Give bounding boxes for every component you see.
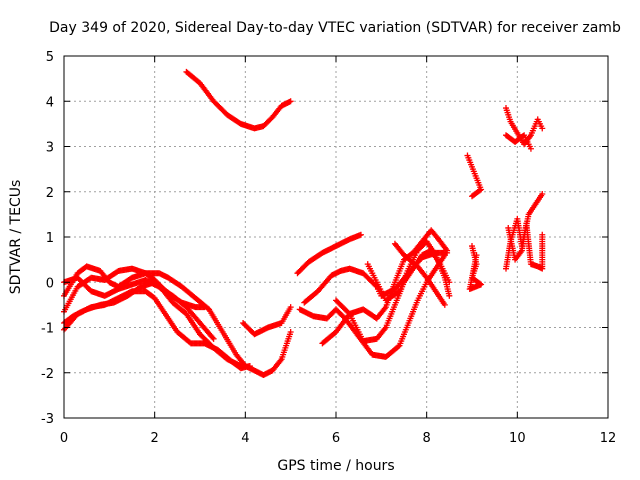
- data-point: [210, 335, 217, 342]
- series-15: [464, 152, 485, 200]
- y-tick-label: 2: [46, 186, 54, 201]
- data-points: [61, 68, 546, 379]
- series-2: [61, 265, 294, 379]
- data-point: [539, 231, 546, 238]
- data-point: [237, 362, 244, 369]
- data-point: [444, 247, 451, 254]
- x-tick-label: 0: [60, 431, 68, 446]
- y-tick-label: 1: [46, 231, 54, 246]
- x-tick-label: 4: [241, 431, 249, 446]
- x-tick-label: 12: [600, 431, 617, 446]
- data-point: [539, 191, 546, 198]
- x-tick-label: 8: [423, 431, 431, 446]
- data-point: [539, 125, 546, 132]
- y-tick-label: -2: [41, 367, 54, 382]
- data-point: [246, 362, 253, 369]
- series-17: [503, 105, 546, 148]
- data-point: [395, 343, 402, 350]
- data-point: [287, 98, 294, 105]
- data-point: [287, 304, 294, 311]
- data-point: [395, 289, 402, 296]
- series-8: [294, 231, 364, 277]
- series-20: [505, 220, 546, 272]
- data-point: [446, 292, 453, 299]
- series-6: [183, 68, 294, 132]
- data-point: [345, 309, 352, 316]
- data-point: [441, 252, 448, 259]
- chart-title: Day 349 of 2020, Sidereal Day-to-day VTE…: [49, 20, 621, 36]
- series-13: [364, 238, 453, 304]
- data-point: [527, 145, 534, 152]
- series-5: [61, 274, 217, 342]
- data-point: [441, 301, 448, 308]
- data-point: [473, 252, 480, 259]
- x-tick-label: 6: [332, 431, 340, 446]
- y-tick-label: 4: [46, 95, 54, 110]
- y-tick-label: 5: [46, 50, 54, 65]
- x-tick-label: 2: [151, 431, 159, 446]
- data-point: [357, 231, 364, 238]
- x-axis-label: GPS time / hours: [277, 458, 394, 474]
- series-7: [240, 304, 294, 338]
- y-tick-label: 0: [46, 276, 54, 291]
- x-tick-label: 10: [509, 431, 526, 446]
- data-point: [469, 193, 475, 200]
- data-point: [209, 334, 216, 341]
- series-16: [466, 243, 485, 293]
- y-axis-label: SDTVAR / TECUs: [8, 180, 24, 295]
- y-tick-label: 3: [46, 141, 54, 156]
- y-tick-label: -3: [41, 412, 54, 427]
- data-point: [287, 329, 294, 336]
- data-point: [470, 192, 477, 199]
- series-14: [391, 240, 448, 308]
- series-18: [503, 132, 534, 152]
- y-tick-label: -1: [41, 322, 54, 337]
